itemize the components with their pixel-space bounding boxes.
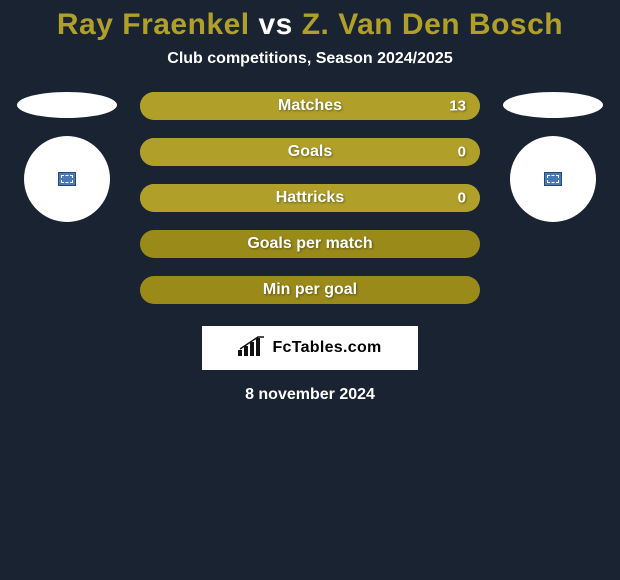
left-player-col — [12, 92, 122, 222]
stat-bar: Hattricks 0 — [140, 184, 480, 212]
image-placeholder-icon — [544, 172, 562, 186]
subtitle: Club competitions, Season 2024/2025 — [12, 50, 608, 68]
image-placeholder-icon — [58, 172, 76, 186]
stat-value-right: 0 — [458, 190, 466, 207]
title-player1: Ray Fraenkel — [57, 8, 250, 41]
content-row: Matches 13 Goals 0 Hattricks 0 Goals per match… — [12, 92, 608, 304]
date-label: 8 november 2024 — [12, 386, 608, 404]
title-player2: Z. Van Den Bosch — [302, 8, 563, 41]
stat-bar: Matches 13 — [140, 92, 480, 120]
player1-club-badge — [24, 136, 110, 222]
stat-value-right: 0 — [458, 144, 466, 161]
stat-label: Matches — [278, 97, 342, 115]
brand-box: FcTables.com — [202, 326, 418, 370]
stat-bars: Matches 13 Goals 0 Hattricks 0 Goals per match… — [140, 92, 480, 304]
player1-name-pill — [17, 92, 117, 118]
player2-name-pill — [503, 92, 603, 118]
bars-chart-icon — [238, 336, 266, 361]
player2-club-badge — [510, 136, 596, 222]
comparison-card: Ray Fraenkel vs Z. Van Den Bosch Club co… — [0, 0, 620, 404]
stat-bar: Goals 0 — [140, 138, 480, 166]
stat-bar: Goals per match — [140, 230, 480, 258]
stat-bar: Min per goal — [140, 276, 480, 304]
page-title: Ray Fraenkel vs Z. Van Den Bosch — [12, 8, 608, 42]
brand-text: FcTables.com — [272, 339, 381, 357]
stat-value-right: 13 — [449, 98, 466, 115]
stat-label: Min per goal — [263, 281, 357, 299]
title-vs: vs — [259, 8, 293, 41]
right-player-col — [498, 92, 608, 222]
stat-label: Goals per match — [247, 235, 372, 253]
stat-label: Hattricks — [276, 189, 344, 207]
stat-label: Goals — [288, 143, 332, 161]
